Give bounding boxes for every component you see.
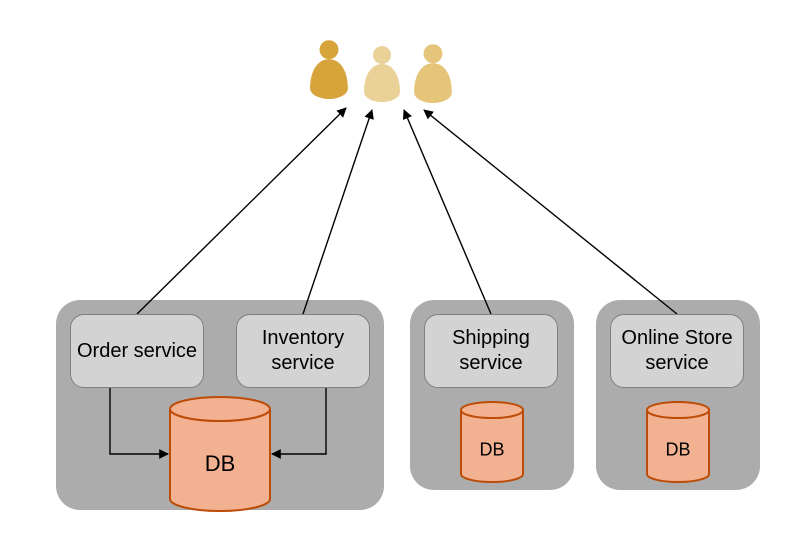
user-figure-2 bbox=[364, 46, 400, 102]
svc-store: Online Store service bbox=[610, 314, 744, 388]
svc-inventory-label: Inventory service bbox=[241, 326, 365, 376]
svc-inventory: Inventory service bbox=[236, 314, 370, 388]
user-figure-1 bbox=[310, 40, 348, 99]
db-store-label: DB bbox=[665, 440, 690, 461]
db-shared-label: DB bbox=[205, 451, 236, 477]
svc-store-label: Online Store service bbox=[615, 326, 739, 376]
a-shipping-users bbox=[404, 110, 491, 314]
db-ship-label: DB bbox=[479, 440, 504, 461]
svc-shipping: Shipping service bbox=[424, 314, 558, 388]
svc-order-label: Order service bbox=[77, 339, 197, 364]
svc-order: Order service bbox=[70, 314, 204, 388]
a-store-users bbox=[424, 110, 677, 314]
svc-shipping-label: Shipping service bbox=[429, 326, 553, 376]
user-figure-3 bbox=[414, 44, 452, 103]
a-order-users bbox=[137, 108, 346, 314]
a-inventory-users bbox=[303, 110, 372, 314]
users-icon bbox=[300, 30, 470, 110]
